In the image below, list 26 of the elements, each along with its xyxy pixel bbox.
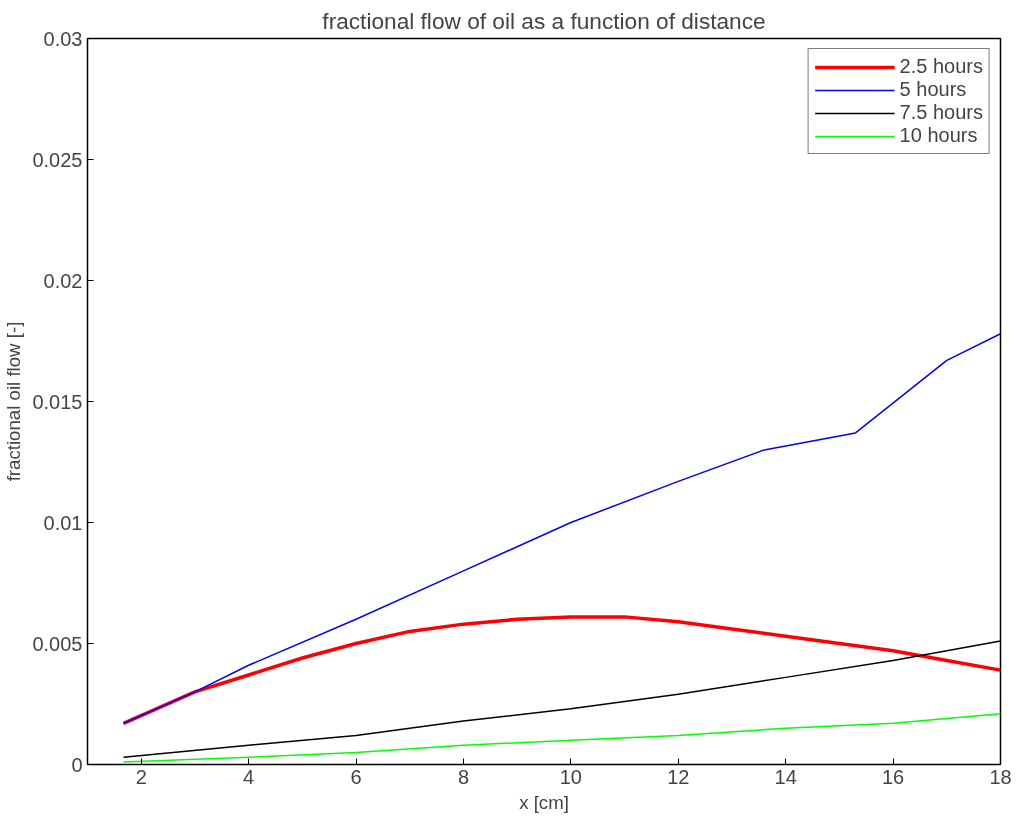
x-tick-label: 14 — [774, 765, 797, 788]
chart-title: fractional flow of oil as a function of distance — [322, 7, 766, 34]
x-tick-label: 8 — [457, 765, 469, 788]
x-tick-label: 4 — [243, 765, 255, 788]
x-tick-label: 16 — [881, 765, 905, 788]
x-tick-label: 10 — [559, 765, 582, 788]
x-tick-label: 18 — [989, 765, 1012, 788]
legend-label: 7.5 hours — [899, 101, 983, 124]
y-tick-label: 0.01 — [43, 511, 83, 534]
y-tick-label: 0 — [71, 753, 83, 776]
line-series — [121, 615, 1001, 726]
x-tick-label: 6 — [350, 765, 362, 788]
y-axis-title: fractional oil flow [-] — [3, 321, 25, 482]
x-tick-label: 12 — [667, 765, 690, 788]
x-tick-label: 2 — [135, 765, 147, 788]
y-tick-label: 0.025 — [32, 148, 83, 171]
legend-label: 10 hours — [899, 124, 978, 147]
y-tick-label: 0.03 — [43, 27, 83, 50]
legend-label: 5 hours — [899, 78, 967, 101]
y-tick-label: 0.005 — [32, 632, 83, 655]
y-tick-label: 0.015 — [32, 390, 83, 413]
y-tick-label: 0.02 — [43, 269, 83, 292]
legend-label: 2.5 hours — [899, 55, 983, 78]
line-series — [122, 332, 1001, 725]
x-axis-title: x [cm] — [519, 791, 569, 813]
line-series — [122, 712, 1001, 763]
